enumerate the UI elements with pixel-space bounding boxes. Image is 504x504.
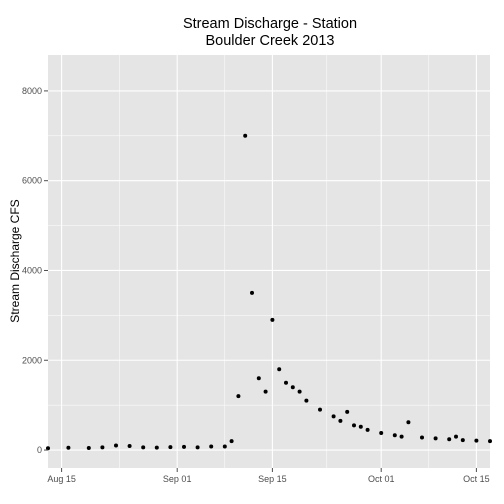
y-tick-label: 4000: [22, 265, 42, 275]
data-point: [290, 385, 295, 390]
data-point: [46, 446, 50, 451]
data-points: [46, 133, 492, 451]
axis-ticks: 0 2000 4000 6000 8000 Aug 15 Sep 01 Sep 15 Oct 0…: [22, 86, 490, 484]
grid-lines: [48, 55, 490, 468]
data-point: [236, 394, 241, 399]
x-tick-label: Aug 15: [47, 474, 76, 484]
data-point: [488, 439, 492, 444]
data-point: [256, 376, 261, 381]
y-tick-label: 0: [37, 445, 42, 455]
data-point: [100, 445, 105, 450]
data-point: [345, 409, 350, 414]
data-point: [195, 445, 200, 450]
data-point: [406, 420, 411, 425]
y-axis-label: Stream Discharge CFS: [8, 199, 22, 322]
data-point: [392, 433, 397, 438]
data-point: [66, 445, 71, 450]
data-point: [222, 444, 227, 449]
data-point: [420, 435, 424, 440]
data-point: [277, 367, 282, 372]
data-point: [338, 418, 343, 423]
data-point: [243, 133, 248, 138]
y-tick-label: 8000: [22, 86, 42, 96]
x-tick-label: Oct 15: [463, 474, 490, 484]
data-point: [454, 434, 458, 439]
data-point: [433, 436, 438, 441]
data-point: [352, 423, 356, 428]
data-point: [270, 317, 275, 322]
data-point: [168, 445, 173, 450]
data-point: [460, 438, 465, 443]
x-tick-label: Oct 01: [368, 474, 395, 484]
data-point: [141, 445, 146, 450]
data-point: [154, 445, 159, 450]
y-tick-label: 6000: [22, 176, 42, 186]
data-point: [250, 290, 254, 295]
data-point: [182, 444, 186, 449]
data-point: [358, 424, 363, 429]
y-tick-label: 2000: [22, 355, 42, 365]
data-point: [86, 446, 91, 451]
x-tick-label: Sep 15: [258, 474, 287, 484]
data-point: [379, 430, 384, 435]
chart-title-line-2: Boulder Creek 2013: [206, 33, 335, 49]
data-point: [263, 389, 268, 394]
data-point: [474, 438, 479, 443]
chart-title-line-1: Stream Discharge - Station: [183, 16, 357, 32]
data-point: [284, 380, 288, 385]
data-point: [331, 414, 336, 419]
data-point: [304, 398, 309, 403]
x-tick-label: Sep 01: [163, 474, 192, 484]
data-point: [447, 437, 452, 442]
data-point: [399, 434, 404, 439]
data-point: [365, 427, 370, 432]
data-point: [209, 444, 214, 449]
data-point: [297, 389, 302, 394]
data-point: [318, 407, 322, 412]
plot-panel: [48, 55, 490, 468]
data-point: [127, 444, 132, 449]
data-point: [229, 439, 234, 444]
data-point: [114, 443, 118, 448]
